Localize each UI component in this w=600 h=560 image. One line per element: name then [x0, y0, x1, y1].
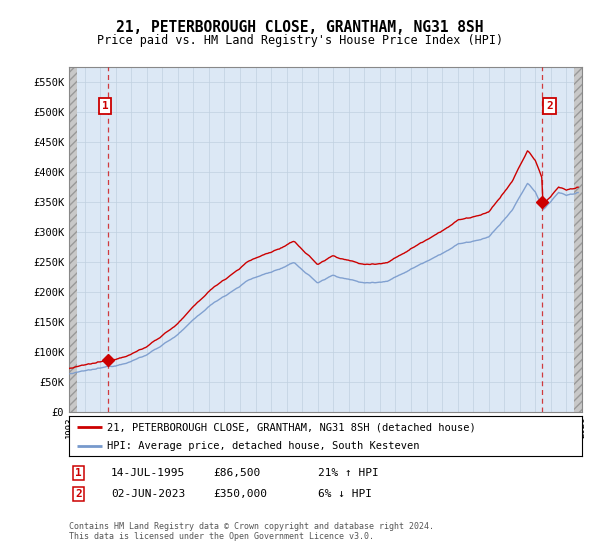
Text: 1: 1: [75, 468, 82, 478]
Text: 21% ↑ HPI: 21% ↑ HPI: [318, 468, 379, 478]
Text: 6% ↓ HPI: 6% ↓ HPI: [318, 489, 372, 499]
Text: 02-JUN-2023: 02-JUN-2023: [111, 489, 185, 499]
Text: HPI: Average price, detached house, South Kesteven: HPI: Average price, detached house, Sout…: [107, 441, 420, 451]
Text: 2: 2: [546, 101, 553, 111]
Bar: [574, 67, 582, 412]
Text: 14-JUL-1995: 14-JUL-1995: [111, 468, 185, 478]
Text: 1: 1: [101, 101, 109, 111]
Text: £350,000: £350,000: [213, 489, 267, 499]
Text: Contains HM Land Registry data © Crown copyright and database right 2024.
This d: Contains HM Land Registry data © Crown c…: [69, 522, 434, 542]
Text: 21, PETERBOROUGH CLOSE, GRANTHAM, NG31 8SH (detached house): 21, PETERBOROUGH CLOSE, GRANTHAM, NG31 8…: [107, 423, 476, 433]
Text: 2: 2: [75, 489, 82, 499]
Text: Price paid vs. HM Land Registry's House Price Index (HPI): Price paid vs. HM Land Registry's House …: [97, 34, 503, 46]
Bar: [69, 67, 77, 412]
Text: £86,500: £86,500: [213, 468, 260, 478]
Text: 21, PETERBOROUGH CLOSE, GRANTHAM, NG31 8SH: 21, PETERBOROUGH CLOSE, GRANTHAM, NG31 8…: [116, 20, 484, 35]
